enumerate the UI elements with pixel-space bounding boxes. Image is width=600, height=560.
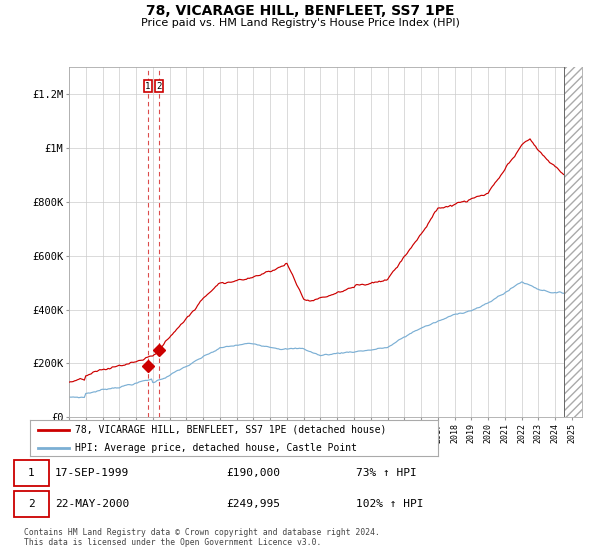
Text: Price paid vs. HM Land Registry's House Price Index (HPI): Price paid vs. HM Land Registry's House … [140, 18, 460, 29]
Text: 2: 2 [28, 500, 35, 509]
Text: 22-MAY-2000: 22-MAY-2000 [55, 500, 129, 509]
FancyBboxPatch shape [14, 492, 49, 517]
Text: £190,000: £190,000 [227, 468, 281, 478]
Text: 1: 1 [145, 82, 151, 91]
Text: 78, VICARAGE HILL, BENFLEET, SS7 1PE (detached house): 78, VICARAGE HILL, BENFLEET, SS7 1PE (de… [75, 425, 386, 435]
Text: 17-SEP-1999: 17-SEP-1999 [55, 468, 129, 478]
Bar [563, 67, 590, 417]
Bar [563, 67, 590, 417]
Text: 1: 1 [28, 468, 35, 478]
Text: £249,995: £249,995 [227, 500, 281, 509]
Text: 102% ↑ HPI: 102% ↑ HPI [356, 500, 424, 509]
Text: Contains HM Land Registry data © Crown copyright and database right 2024.
This d: Contains HM Land Registry data © Crown c… [24, 528, 380, 548]
Text: 78, VICARAGE HILL, BENFLEET, SS7 1PE: 78, VICARAGE HILL, BENFLEET, SS7 1PE [146, 4, 454, 18]
Text: HPI: Average price, detached house, Castle Point: HPI: Average price, detached house, Cast… [75, 444, 357, 454]
FancyBboxPatch shape [14, 460, 49, 486]
Text: 2: 2 [157, 82, 162, 91]
Text: 73% ↑ HPI: 73% ↑ HPI [356, 468, 417, 478]
